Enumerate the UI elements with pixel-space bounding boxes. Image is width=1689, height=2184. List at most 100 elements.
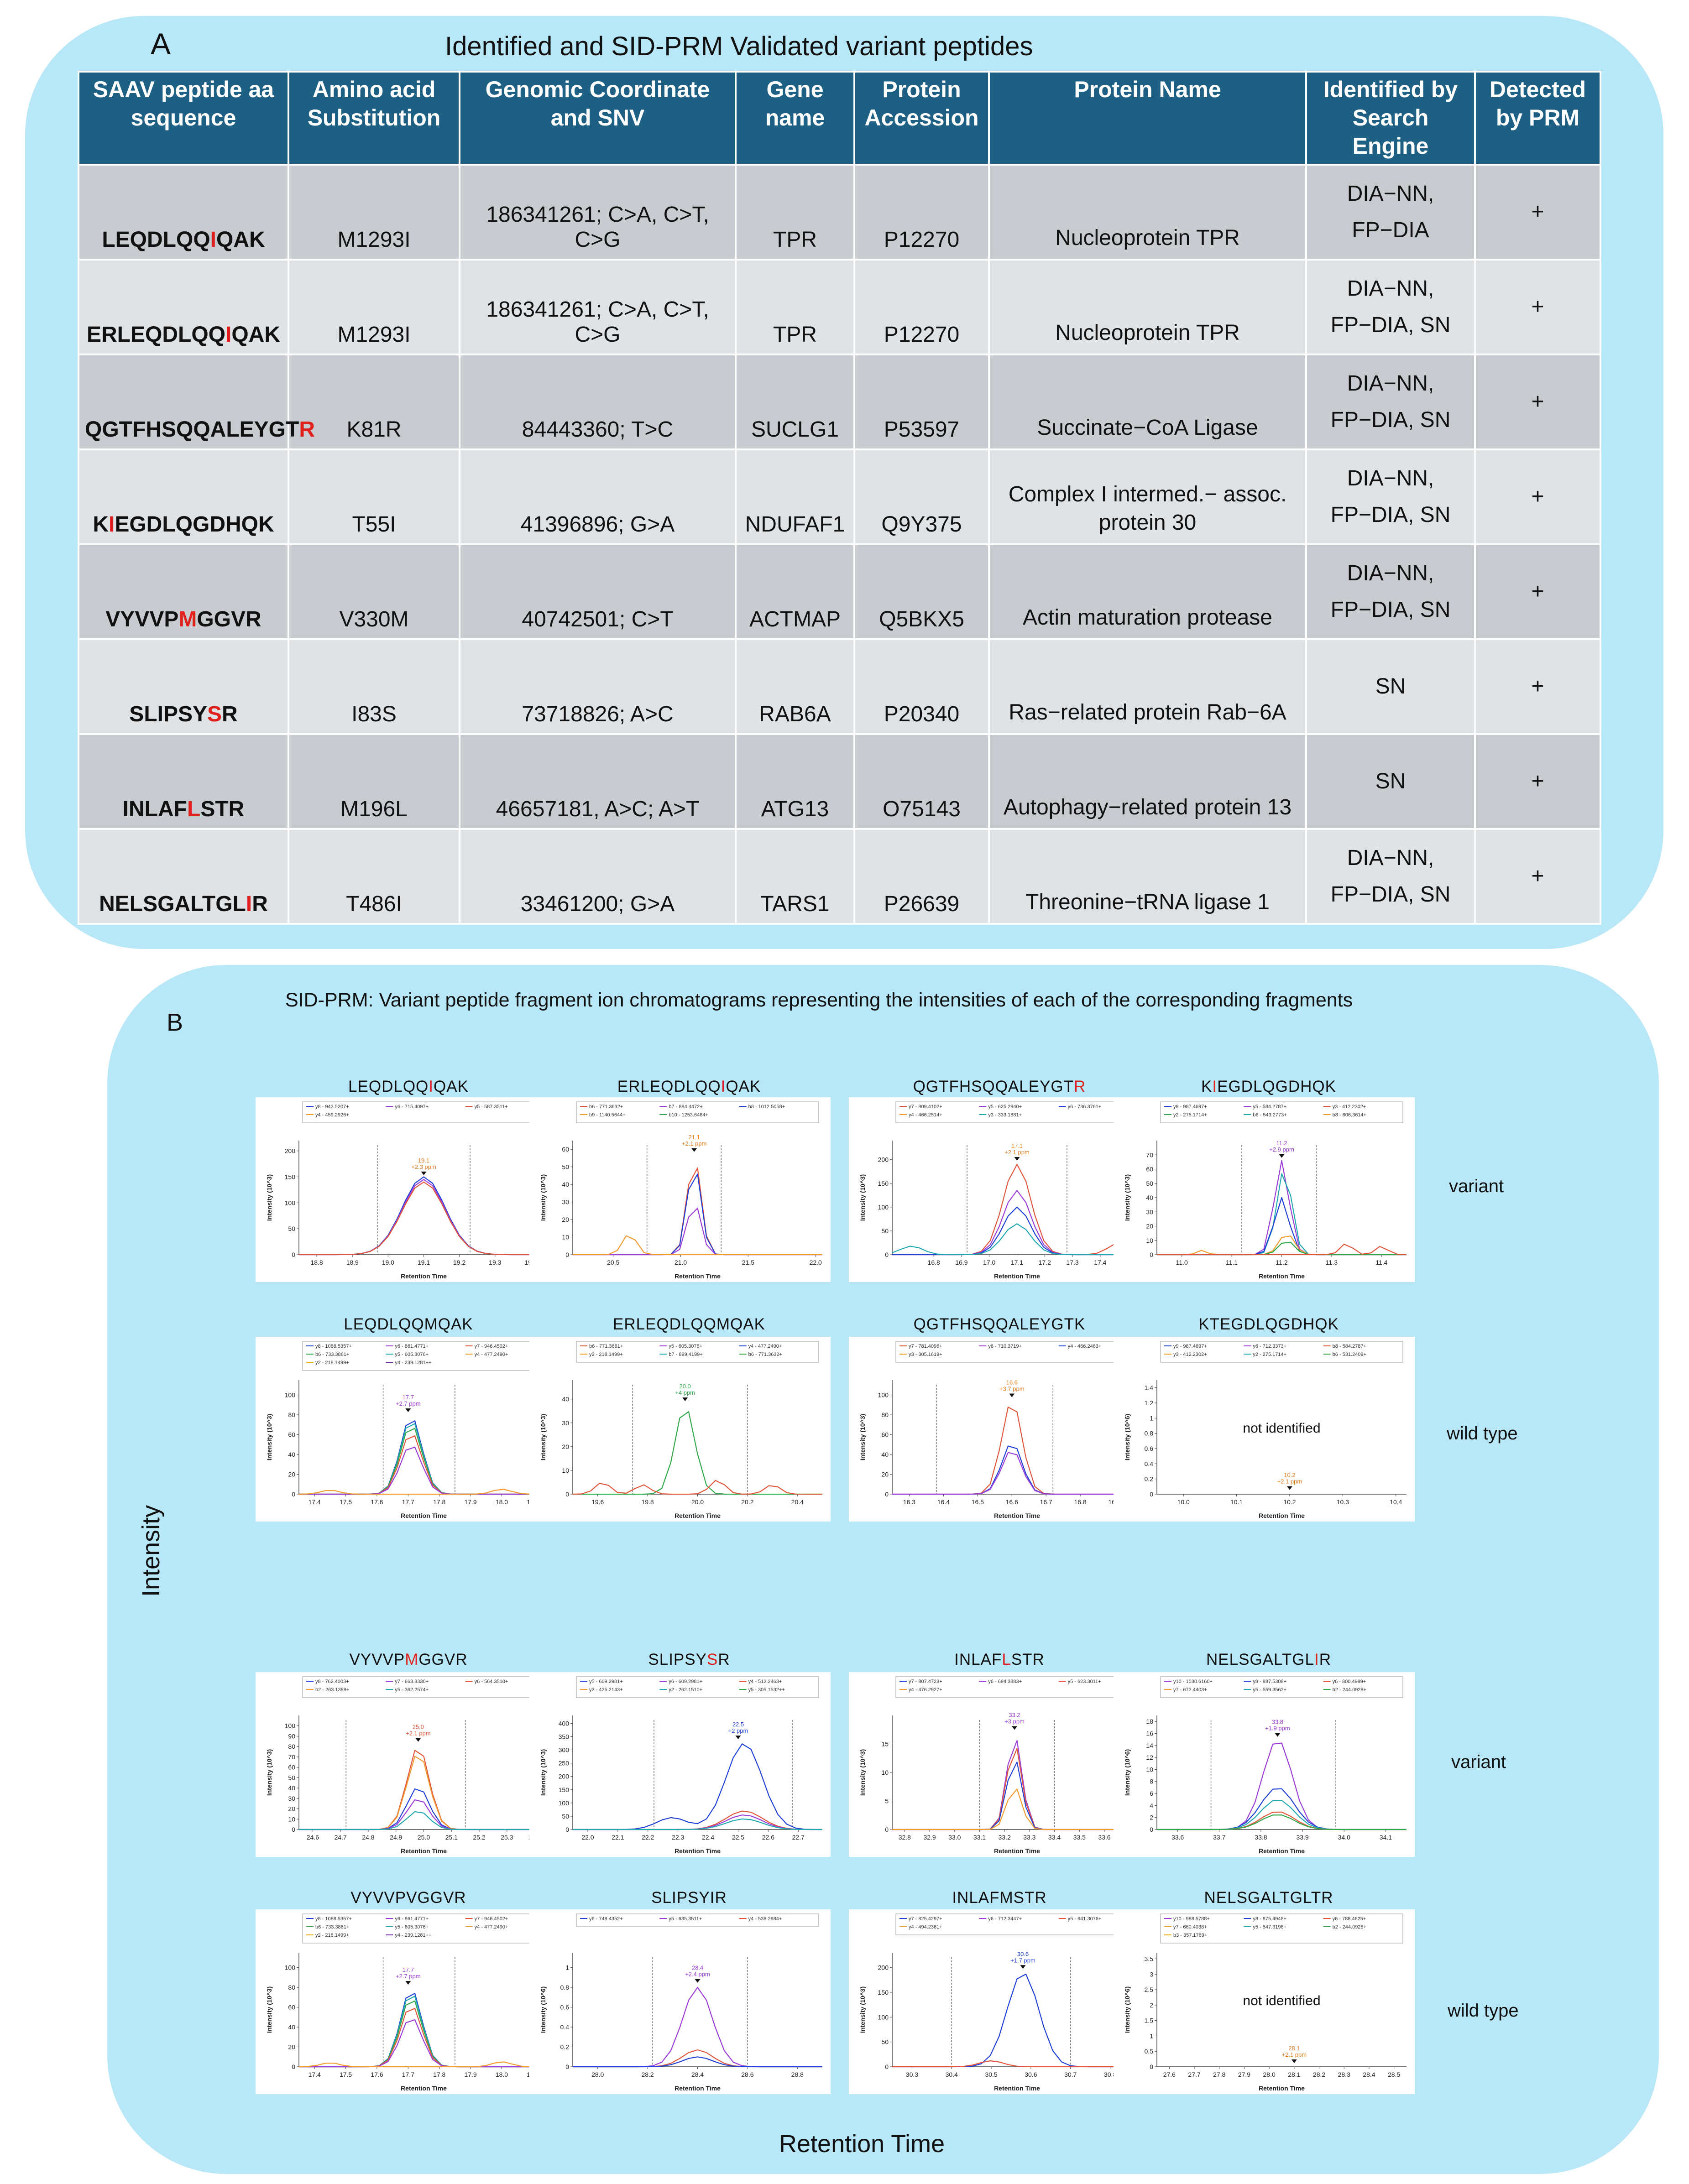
protein-name-text: Complex I intermed.− assoc. protein 30 (1008, 482, 1287, 535)
sequence-part: INLAF (122, 797, 187, 821)
y-tick-label: 150 (559, 1786, 570, 1793)
x-tick-label: 17.9 (464, 2071, 476, 2078)
peak-marker (421, 1171, 427, 1175)
x-tick-label: 11.2 (1276, 1259, 1287, 1266)
chromatogram-svg: y7 - 825.4297+ y6 - 712.3447+ y5 - 641.307… (859, 1913, 1142, 2092)
x-tick-label: 17.8 (433, 1498, 445, 1506)
table-row: INLAFLSTR M196L 46657181, A>C; A>T ATG13 O75… (78, 733, 1601, 830)
y-tick-label: 16 (1146, 1730, 1153, 1737)
x-tick-label: 17.7 (402, 1498, 414, 1506)
legend-entry: y5 - 625.2940+ (988, 1104, 1022, 1110)
legend: y8 - 1088.5357+ y6 - 861.4771+ y7 - 946.45… (302, 1913, 545, 1944)
peptide-sequence: INLAFLSTR (78, 733, 289, 830)
search-engine: DIA−NN, FP−DIA, SN (1305, 543, 1476, 640)
legend-entry: y4 - 494.2361+ (909, 1924, 942, 1930)
y-tick-label: 200 (878, 1964, 889, 1971)
fragment-trace (299, 1446, 549, 1495)
y-tick-label: 0 (885, 1826, 889, 1833)
coordinate-text: 33461200; G>A (520, 892, 675, 916)
substitution-text: M1293I (337, 323, 411, 347)
search-engine: SN (1305, 638, 1476, 735)
y-tick-label: 50 (881, 2038, 889, 2046)
y-tick-label: 100 (559, 1799, 570, 1807)
y-tick-label: 2 (1150, 1814, 1153, 1821)
x-tick-label: 16.3 (903, 1498, 915, 1506)
x-tick-label: 30.7 (1064, 2071, 1077, 2078)
legend-entry: y3 - 305.1619+ (909, 1352, 942, 1357)
variant-residue: S (706, 1651, 718, 1668)
legend-entry: y7 - 672.4403+ (1173, 1687, 1207, 1693)
y-tick-label: 0 (565, 1251, 569, 1258)
legend-entry: y10 - 988.5788+ (1173, 1916, 1210, 1922)
x-tick-label: 21.5 (742, 1259, 754, 1266)
peak-marker (735, 1736, 741, 1740)
x-axis-label: Retention Time (1259, 1512, 1305, 1519)
x-axis-label: Retention Time (675, 1847, 721, 1855)
table-row: LEQDLQQIQAK M1293I 186341261; C>A, C>T, C>… (78, 164, 1601, 261)
table-row: QGTFHSQQALEYGTR K81R 84443360; T>C SUCLG1 P5… (78, 354, 1601, 450)
x-axis-label: Retention Time (1259, 1272, 1305, 1280)
legend-entry: y6 - 736.3761+ (1068, 1104, 1102, 1110)
title-part: ERLEQDLQQ (617, 1078, 721, 1095)
accession-text: P53597 (884, 417, 960, 442)
x-axis-label: Retention Time (401, 1272, 447, 1280)
row-label-variant-1: variant (1449, 1176, 1504, 1196)
y-tick-label: 0.5 (1145, 2048, 1154, 2055)
peptide-sequence: VYVVPMGGVR (78, 543, 289, 640)
sequence-part: VYVVP (105, 607, 179, 631)
search-engine: DIA−NN, FP−DIA (1305, 164, 1476, 261)
y-tick-label: 400 (559, 1720, 570, 1727)
y-tick-label: 50 (1146, 1180, 1153, 1187)
legend-entry: b2 - 263.1389+ (315, 1687, 349, 1693)
y-tick-label: 90 (288, 1732, 295, 1740)
x-tick-label: 18.9 (346, 1259, 359, 1266)
x-tick-label: 22.5 (732, 1834, 744, 1841)
y-tick-label: 8 (1150, 1778, 1153, 1785)
x-tick-label: 19.2 (453, 1259, 465, 1266)
y-tick-label: 80 (288, 1743, 295, 1750)
genomic-coordinate: 33461200; G>A (459, 828, 737, 925)
peak-marker (1012, 1726, 1018, 1730)
legend-entry: y4 - 459.2926+ (315, 1112, 349, 1118)
y-tick-label: 18 (1146, 1718, 1153, 1725)
coordinate-text: 73718826; A>C (522, 702, 674, 726)
engine-line-1: DIA−NN, (1347, 466, 1434, 490)
variant-peptides-table: SAAV peptide aa sequence Amino acid Subs… (78, 71, 1601, 925)
fragment-trace (573, 1411, 822, 1495)
panel-b-label: B (167, 1009, 183, 1036)
y-tick-label: 40 (881, 1451, 889, 1458)
chromatogram-svg: y6 - 748.4352+ y5 - 635.3511+ y4 - 538.298… (539, 1913, 822, 2092)
fragment-trace (299, 1435, 549, 1495)
y-tick-label: 0.2 (1145, 1475, 1154, 1483)
y-tick-label: 70 (1146, 1151, 1153, 1158)
legend-entry: b10 - 1253.6484+ (669, 1112, 708, 1118)
legend-entry: y6 - 788.4625+ (1333, 1916, 1366, 1922)
title-part: SLIPSYIR (651, 1889, 727, 1907)
x-tick-label: 11.4 (1375, 1259, 1387, 1266)
chromatogram-svg: b6 - 771.3661+ y5 - 605.3076+ y4 - 477.249… (539, 1341, 822, 1519)
gene-text: SUCLG1 (751, 417, 839, 442)
y-tick-label: 0.8 (1145, 1430, 1154, 1437)
legend-entry: b6 - 771.3632+ (589, 1104, 623, 1110)
y-tick-label: 150 (285, 1173, 296, 1181)
x-tick-label: 34.0 (1338, 1834, 1350, 1841)
fragment-trace (892, 1206, 1142, 1256)
engine-line-2: FP−DIA, SN (1330, 882, 1451, 907)
x-tick-label: 27.6 (1163, 2071, 1176, 2078)
protein-name-text: Autophagy−related protein 13 (1003, 795, 1292, 819)
legend-entry: y7 - 807.4723+ (909, 1679, 942, 1684)
legend-entry: y9 - 987.4697+ (1173, 1344, 1207, 1349)
peptide-sequence: LEQDLQQIQAK (78, 164, 289, 261)
peak-ppm-label: +2.7 ppm (396, 1400, 421, 1407)
y-tick-label: 2 (1150, 2002, 1153, 2009)
genomic-coordinate: 84443360; T>C (459, 354, 737, 450)
fragment-trace (1157, 1173, 1407, 1256)
chromatogram-svg: y5 - 609.2981+ y6 - 609.2981+ y4 - 512.246… (539, 1676, 823, 1855)
fragment-trace (573, 1743, 823, 1830)
peak-ppm-label: +2.1 ppm (406, 1730, 431, 1737)
legend: y8 - 1088.5357+ y6 - 861.4771+ y7 - 946.45… (302, 1341, 545, 1371)
chromatogram-svg: y9 - 987.4697+ y5 - 584.2787+ y3 - 412.230… (1124, 1101, 1407, 1280)
legend-entry: y7 - 663.3330+ (395, 1679, 429, 1684)
protein-name-text: Actin maturation protease (1023, 605, 1272, 630)
legend-entry: y10 - 1030.6160+ (1173, 1679, 1213, 1684)
